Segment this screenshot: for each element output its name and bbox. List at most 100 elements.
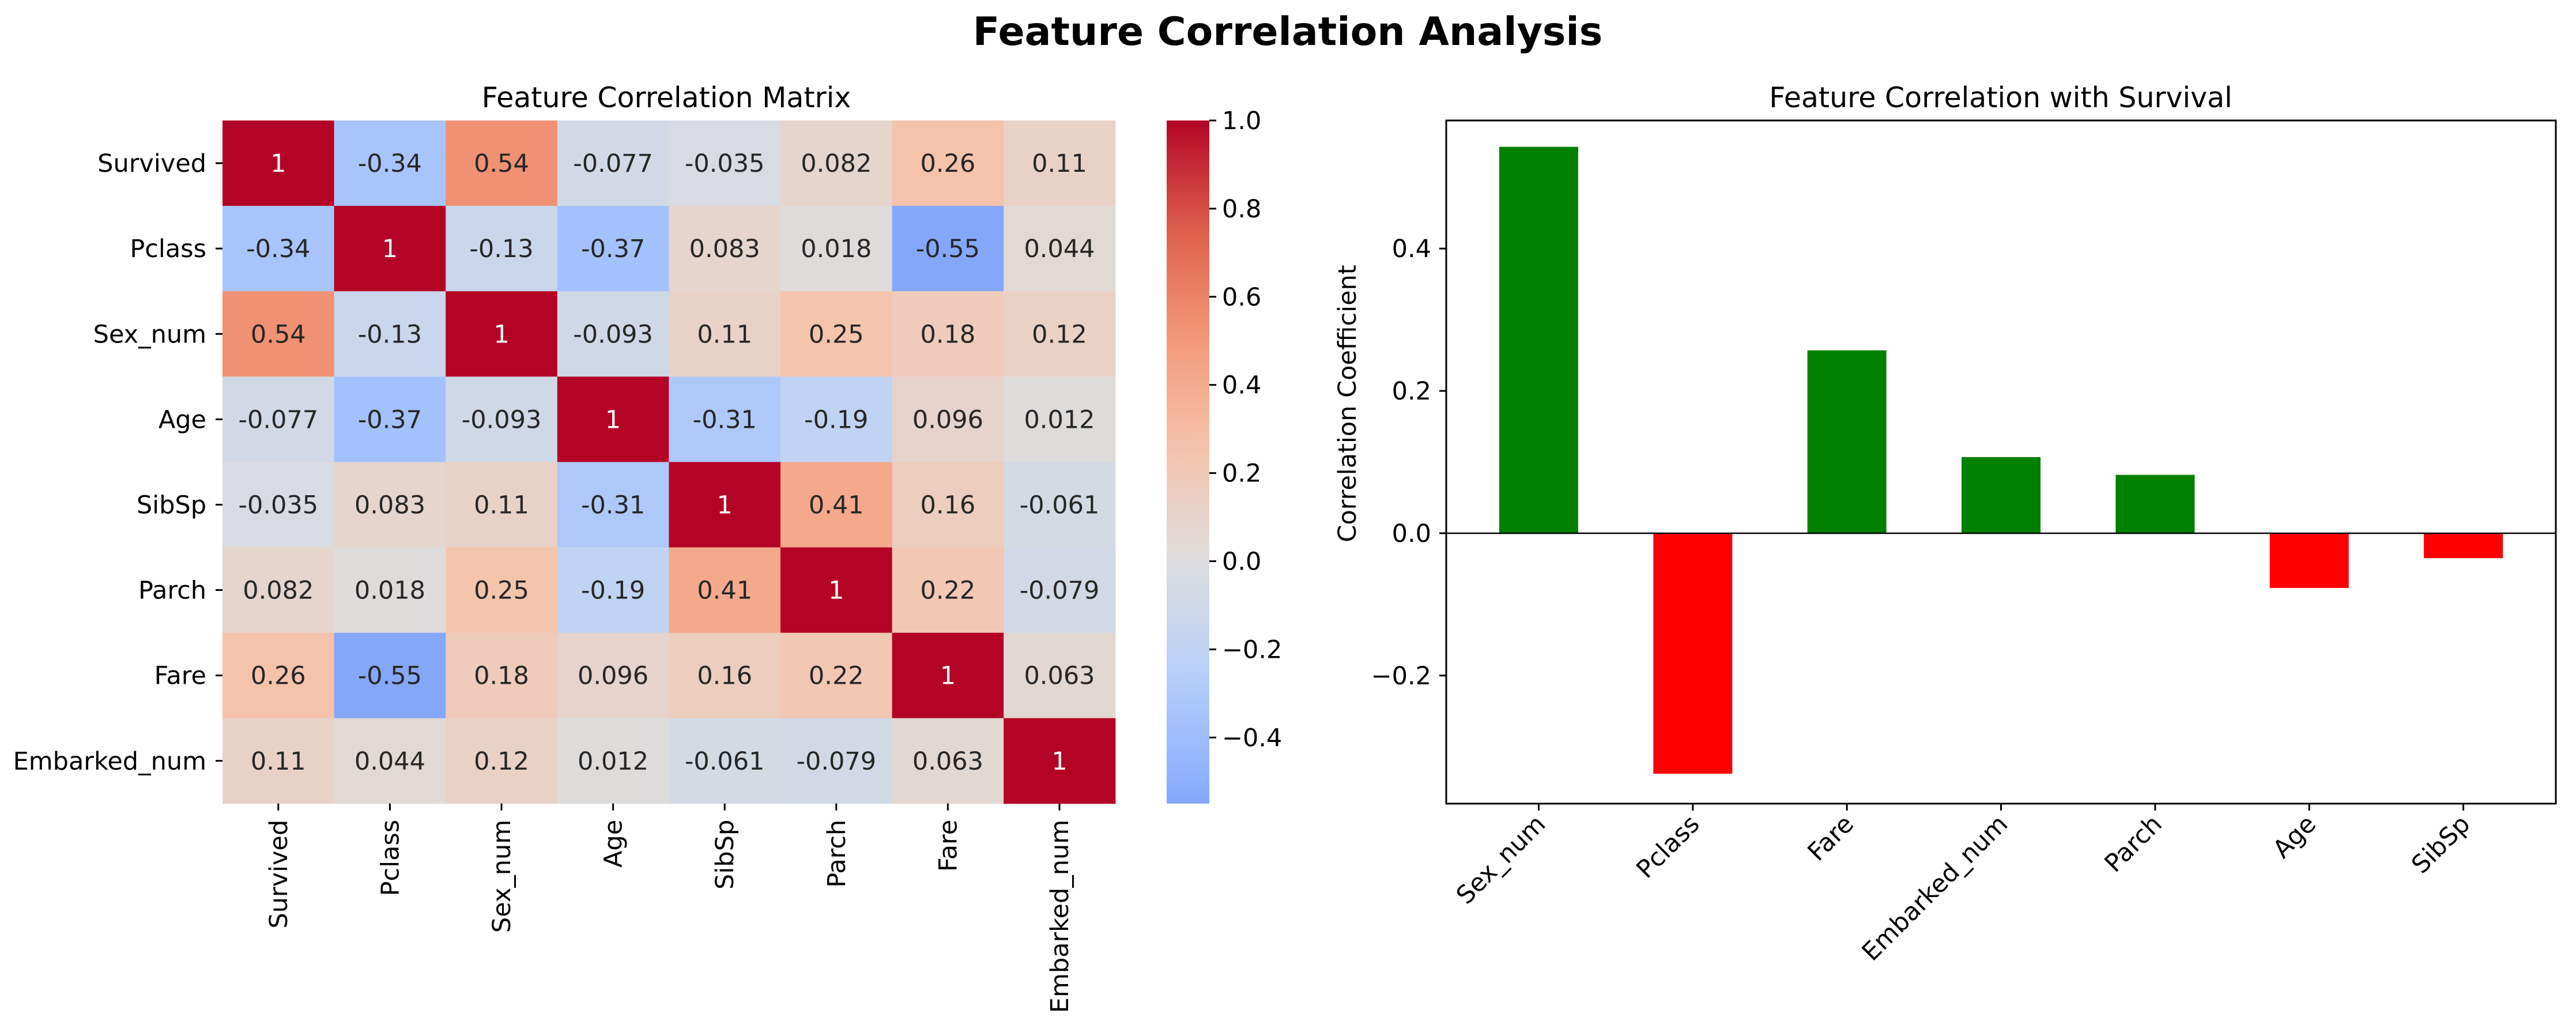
heatmap-cell (557, 291, 669, 377)
heatmap-x-tick-label: Embarked_num (1046, 820, 1074, 1013)
heatmap-cell-label: 0.16 (921, 491, 976, 519)
heatmap-cell-label: 0.096 (578, 662, 648, 691)
heatmap-cell-label: 0.25 (809, 320, 864, 349)
heatmap-x-tick-label: Survived (265, 820, 293, 929)
heatmap-cell (446, 206, 558, 292)
heatmap-cell (892, 376, 1004, 462)
colorbar-tick-label: 0.6 (1222, 283, 1261, 312)
heatmap-y-tick-label: Pclass (130, 235, 206, 263)
heatmap-cell (669, 632, 781, 719)
heatmap-cell (557, 206, 669, 292)
heatmap-cell-label: 0.083 (689, 235, 760, 263)
heatmap-cell (222, 718, 335, 804)
heatmap-cell (222, 462, 335, 548)
bar-y-tick-label: 0.0 (1392, 519, 1431, 548)
heatmap-cell (1004, 206, 1116, 292)
heatmap-cell (334, 547, 446, 634)
heatmap-y-tick-label: Parch (138, 576, 206, 605)
bar-y-axis-label: Correlation Coefficient (1333, 265, 1362, 542)
heatmap-cell (780, 376, 893, 462)
heatmap-cell-label: 0.096 (912, 405, 983, 434)
heatmap-cell-label: 0.41 (809, 491, 864, 519)
heatmap-cell-label: 0.26 (251, 662, 306, 691)
bar (1499, 146, 1578, 533)
heatmap-y-tick-label: Sex_num (93, 320, 206, 349)
heatmap-cell (446, 462, 558, 548)
heatmap-cell-label: 0.063 (1024, 662, 1095, 691)
heatmap-cell (669, 547, 781, 634)
colorbar-tick-label: 0.2 (1222, 459, 1261, 488)
heatmap-cell-label: -0.19 (804, 405, 868, 434)
heatmap-cells: 1 -0.34 0.54 -0.077 -0.035 0.082 0.26 0.11 -0.34… (222, 120, 1116, 804)
colorbar-tick-label: −0.2 (1222, 635, 1282, 664)
heatmap-cell (780, 120, 893, 206)
heatmap-cell-label: 1 (717, 491, 733, 519)
heatmap-cell-label: 0.11 (697, 320, 752, 349)
heatmap-x-tick-label: Age (599, 820, 628, 868)
heatmap-x-tick-label: Parch (823, 820, 851, 888)
bar-y-tick-label: 0.2 (1392, 377, 1431, 406)
heatmap-cell-label: 0.012 (578, 747, 648, 776)
heatmap-cell-label: 1 (828, 576, 844, 605)
heatmap-cell (892, 718, 1004, 804)
heatmap-cell-label: -0.077 (238, 405, 318, 434)
heatmap-cell (669, 376, 781, 462)
heatmap-cell (669, 120, 781, 206)
heatmap-cell-label: 0.11 (1032, 149, 1087, 178)
heatmap-cell (446, 632, 558, 719)
heatmap-cell (669, 718, 781, 804)
colorbar-tick-label: 0.0 (1222, 548, 1261, 576)
bar-marks (1446, 146, 2556, 774)
heatmap-x-tick-label: SibSp (711, 820, 740, 890)
bar (1962, 457, 2041, 533)
bar-y-tick-label: −0.2 (1371, 662, 1431, 691)
bar-axes-frame (1445, 119, 2557, 805)
heatmap-cell-label: 1 (940, 662, 956, 691)
heatmap-cell-label: -0.34 (358, 149, 422, 178)
heatmap-cell-label: 1 (270, 149, 286, 178)
heatmap-cell-label: -0.34 (246, 235, 310, 263)
heatmap-cell (222, 547, 335, 634)
heatmap-cell-label: 0.18 (474, 662, 529, 691)
heatmap-cell (669, 206, 781, 292)
heatmap-cell-label: -0.093 (573, 320, 653, 349)
heatmap-cell (780, 291, 893, 377)
heatmap-cell-label: 0.11 (251, 747, 306, 776)
heatmap-x-tick-label: Sex_num (488, 820, 516, 933)
heatmap-x-tick-label: Fare (934, 820, 963, 872)
colorbar: 1.0 0.8 0.6 0.4 0.2 0.0 −0.2 −0.4 (1167, 107, 1282, 804)
heatmap-cell (669, 462, 781, 548)
heatmap-cell (334, 120, 446, 206)
heatmap-cell-label: 0.044 (1024, 235, 1095, 263)
heatmap-cell (1004, 718, 1116, 804)
heatmap-cell (1004, 291, 1116, 377)
heatmap-cell (222, 376, 335, 462)
heatmap-cell (892, 120, 1004, 206)
heatmap-cell-label: -0.061 (685, 747, 765, 776)
heatmap-cell-label: 1 (605, 405, 621, 434)
heatmap-cell-label: 0.063 (912, 747, 983, 776)
heatmap-cell (892, 632, 1004, 719)
colorbar-gradient (1167, 120, 1209, 804)
heatmap-title: Feature Correlation Matrix (482, 81, 851, 114)
heatmap-cell (1004, 376, 1116, 462)
heatmap-cell-label: 0.018 (354, 576, 425, 605)
heatmap-cell (557, 632, 669, 719)
colorbar-tick-label: −0.4 (1222, 723, 1282, 752)
heatmap-cell (222, 120, 335, 206)
heatmap-cell-label: -0.19 (581, 576, 645, 605)
heatmap-cell (892, 462, 1004, 548)
colorbar-tick-label: 1.0 (1222, 107, 1261, 135)
heatmap-cell-label: 1 (382, 235, 398, 263)
heatmap-cell (446, 291, 558, 377)
heatmap-cell-label: 0.54 (251, 320, 306, 349)
heatmap-cell (446, 376, 558, 462)
heatmap-cell-label: 0.22 (921, 576, 976, 605)
heatmap-cell-label: -0.079 (796, 747, 876, 776)
heatmap-y-ticks: Survived Pclass Sex_num Age SibSp Parch Fare Em… (13, 149, 222, 776)
heatmap-cell-label: -0.077 (573, 149, 653, 178)
heatmap-cell (557, 462, 669, 548)
heatmap-cell (780, 206, 893, 292)
heatmap-cell-label: 0.54 (474, 149, 529, 178)
heatmap-cell (780, 547, 893, 634)
